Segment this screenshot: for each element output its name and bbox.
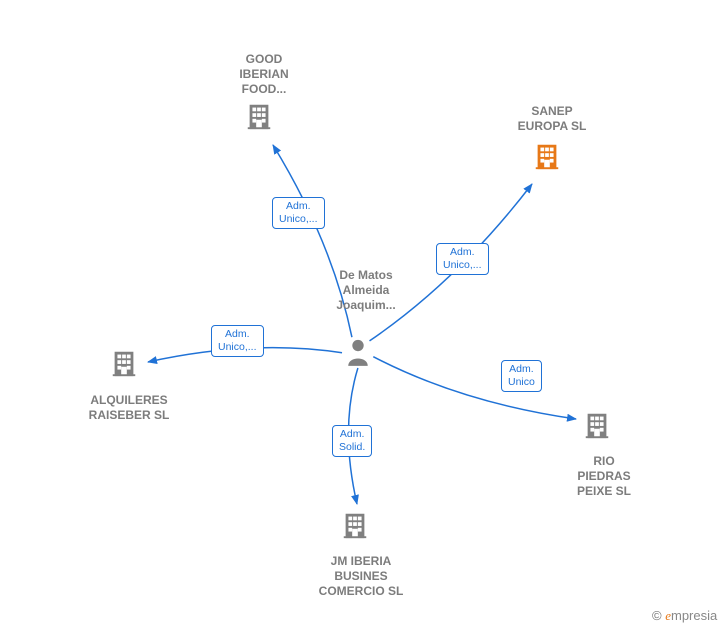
building-icon — [582, 410, 612, 445]
company-label: JM IBERIA BUSINES COMERCIO SL — [306, 554, 416, 599]
edge-label: Adm. Unico,... — [211, 325, 264, 357]
edge-rio_piedras — [373, 357, 576, 419]
person-icon — [345, 338, 371, 371]
company-label: SANEP EUROPA SL — [502, 104, 602, 134]
building-icon — [109, 348, 139, 383]
company-label: RIO PIEDRAS PEIXE SL — [566, 454, 642, 499]
person-label: De Matos Almeida Joaquim... — [326, 268, 406, 313]
credit-label: © empresia — [652, 608, 717, 624]
edge-label: Adm. Unico — [501, 360, 542, 392]
building-icon — [244, 101, 274, 136]
edge-label: Adm. Unico,... — [272, 197, 325, 229]
company-label: ALQUILERES RAISEBER SL — [74, 393, 184, 423]
building-icon — [340, 510, 370, 545]
building-icon — [532, 141, 562, 176]
copyright-symbol: © — [652, 608, 665, 623]
brand-rest: mpresia — [671, 608, 717, 623]
company-label: GOOD IBERIAN FOOD... — [224, 52, 304, 97]
edge-label: Adm. Solid. — [332, 425, 372, 457]
edge-label: Adm. Unico,... — [436, 243, 489, 275]
